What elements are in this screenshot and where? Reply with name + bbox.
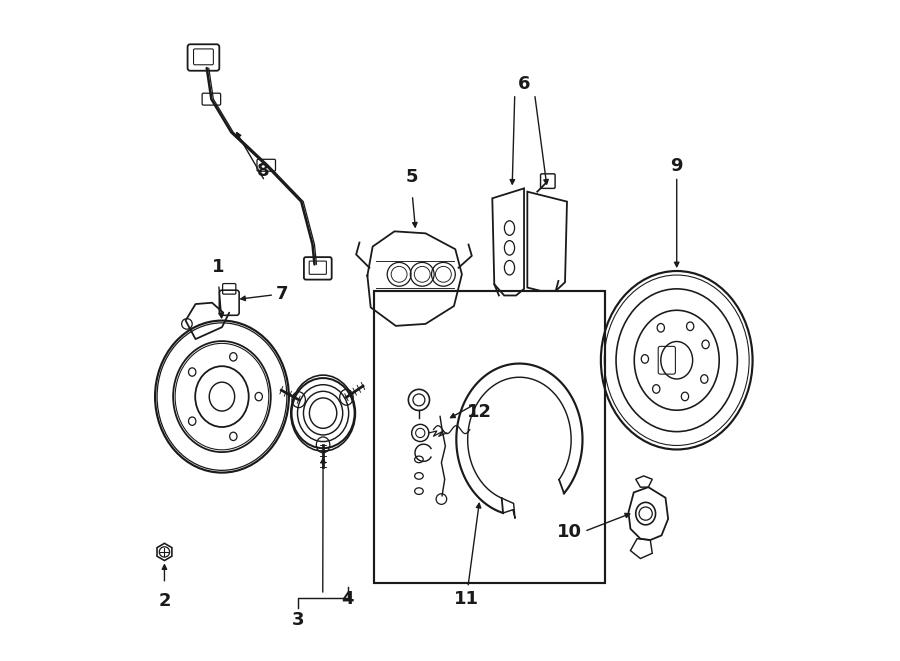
Text: 8: 8 (257, 162, 270, 180)
Text: 7: 7 (275, 285, 288, 303)
Bar (374, 291, 606, 583)
Text: 9: 9 (670, 157, 683, 175)
Text: 2: 2 (158, 592, 171, 609)
Text: 11: 11 (454, 590, 479, 607)
Text: 1: 1 (212, 258, 225, 276)
Text: 12: 12 (467, 403, 492, 421)
Text: 10: 10 (557, 523, 582, 541)
Text: 3: 3 (292, 611, 304, 629)
Text: 6: 6 (518, 75, 530, 93)
Text: 5: 5 (406, 169, 419, 186)
Text: 4: 4 (341, 590, 354, 608)
